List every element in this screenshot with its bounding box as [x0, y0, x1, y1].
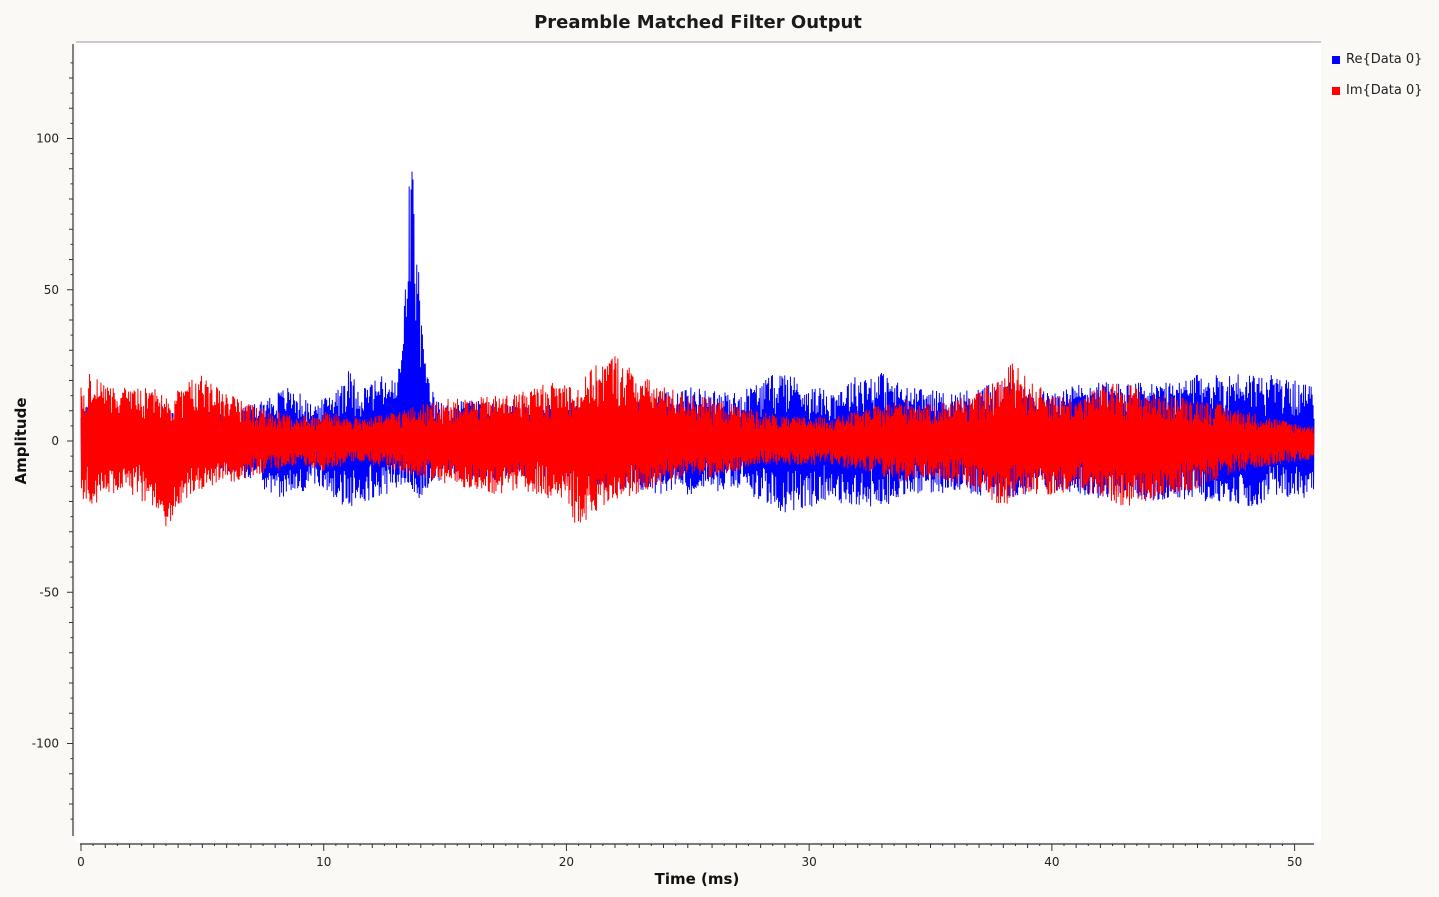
series-layer [80, 171, 1315, 527]
x-tick-label: 30 [802, 855, 817, 869]
y-tick-label: -50 [39, 585, 59, 599]
x-tick-label: 0 [77, 855, 85, 869]
legend-item-re[interactable]: Re{Data 0} [1332, 44, 1422, 75]
y-tick-label: 100 [36, 132, 59, 146]
y-tick-label: 0 [51, 434, 59, 448]
chart-title: Preamble Matched Filter Output [534, 12, 862, 33]
legend-item-im[interactable]: Im{Data 0} [1332, 75, 1422, 106]
legend-label-re: Re{Data 0} [1346, 52, 1423, 67]
legend-label-im: Im{Data 0} [1346, 83, 1423, 98]
x-tick-label: 50 [1287, 855, 1302, 869]
x-tick-label: 10 [316, 855, 331, 869]
x-tick-label: 20 [559, 855, 574, 869]
x-axis-ticks: 0 10 20 30 40 50 [77, 844, 1302, 869]
y-axis-ticks: -100 -50 0 50 100 [32, 62, 73, 820]
y-tick-label: -100 [32, 737, 59, 751]
y-axis-title: Amplitude [12, 397, 30, 484]
legend: Re{Data 0} Im{Data 0} [1332, 44, 1422, 106]
legend-swatch-re [1332, 55, 1340, 64]
legend-swatch-im [1332, 86, 1340, 95]
series-line-1 [80, 356, 1315, 527]
x-axis-title: Time (ms) [655, 870, 740, 888]
y-tick-label: 50 [44, 283, 59, 297]
x-tick-label: 40 [1044, 855, 1059, 869]
